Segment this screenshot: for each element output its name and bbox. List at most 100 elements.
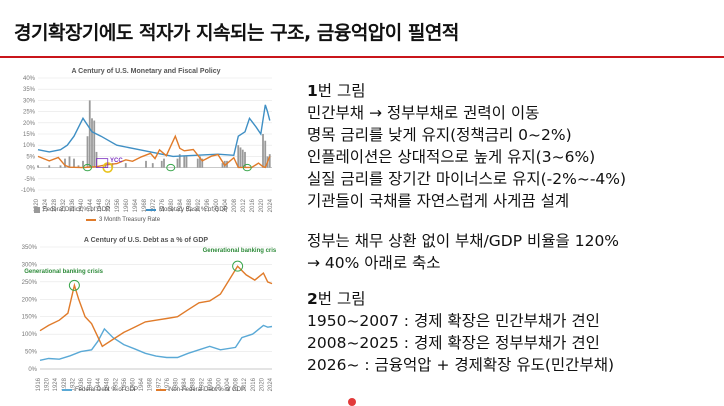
text-line: 1950~2007 : 경제 확장은 민간부채가 견인: [307, 312, 600, 330]
explanation-text: 1번 그림 민간부채 → 정부부채로 권력이 이동 명목 금리를 낮게 유지(정…: [307, 80, 717, 376]
crisis-label: Generational banking crisis: [203, 248, 276, 254]
x-tick-label: 1932: [70, 377, 76, 391]
legend-item: Non-Federal Debt % of GDP: [156, 387, 245, 393]
deficit-bar: [183, 156, 186, 168]
highlight-circle: [242, 163, 252, 172]
deficit-bar: [241, 149, 244, 168]
legend-label: Non-Federal Debt % of GDP: [169, 387, 246, 393]
deficit-bar: [163, 158, 165, 168]
x-tick-label: 2020: [259, 377, 265, 391]
chart-debt-gdp-plot: 350%300%250%200%150%100%50%0%1916 1920 192…: [22, 245, 276, 391]
deficit-bar: [201, 158, 204, 168]
x-tick-label: 2004: [223, 198, 229, 212]
x-tick-label: 1996: [205, 198, 211, 212]
x-tick-label: 2012: [242, 377, 248, 391]
x-tick-label: 1968: [148, 377, 154, 391]
section-label: 번 그림: [317, 290, 366, 308]
crisis-label: Generational banking crisis: [24, 269, 103, 275]
legend-label: Monetary Base % of GDP: [159, 207, 228, 213]
deficit-bar: [104, 165, 107, 168]
chart-debt-gdp: A Century of U.S. Debt as a % of GDP 350…: [16, 235, 276, 398]
deficit-bar: [37, 165, 39, 168]
x-tick-label: 1980: [173, 377, 179, 391]
legend-label: Federal Deficit % of GDP: [43, 207, 111, 213]
y-tick-label: 0%: [26, 166, 35, 172]
y-tick-label: 100%: [22, 332, 38, 338]
deficit-bar: [64, 158, 66, 168]
deficit-bar: [48, 165, 51, 168]
x-tick-label: 1968: [142, 198, 148, 212]
ycc-box: [96, 158, 109, 168]
x-tick-label: 2008: [234, 377, 240, 391]
deficit-bar: [268, 154, 271, 168]
y-tick-label: 350%: [22, 245, 38, 251]
x-tick-label: 1948: [97, 198, 103, 212]
section-label: 번 그림: [317, 82, 366, 100]
x-tick-label: 1924: [53, 377, 59, 391]
highlight-circle: [166, 163, 176, 172]
text-line: 민간부채 → 정부부채로 권력이 이동: [307, 104, 540, 122]
legend-label: Federal Debt % of GDP: [75, 387, 139, 393]
x-tick-label: 1984: [178, 198, 184, 212]
text-line: 2008~2025 : 경제 확장은 정부부채가 견인: [307, 334, 600, 352]
x-tick-label: 1944: [96, 377, 102, 391]
legend-item: Federal Debt % of GDP: [62, 387, 138, 393]
x-tick-label: 2000: [216, 377, 222, 391]
deficit-bar: [59, 165, 62, 168]
x-tick-label: 1928: [52, 198, 58, 212]
x-tick-label: 1976: [160, 198, 166, 212]
x-tick-label: 1936: [79, 377, 85, 391]
text-line: 정부는 채무 상환 없이 부채/GDP 비율을 120%: [307, 232, 620, 250]
x-tick-label: 1944: [88, 198, 94, 212]
deficit-bar: [237, 145, 240, 168]
series-line: [39, 324, 273, 361]
x-tick-label: 1964: [133, 198, 139, 212]
x-tick-label: 2016: [250, 198, 256, 212]
y-tick-label: 25%: [23, 110, 36, 116]
y-tick-label: 20%: [23, 121, 36, 127]
y-tick-label: 200%: [22, 297, 38, 303]
deficit-bar: [178, 154, 181, 168]
crisis-marker: [232, 260, 244, 272]
deficit-bar: [145, 160, 147, 168]
x-tick-label: 1988: [191, 377, 197, 391]
legend-swatch: [86, 219, 96, 221]
chart-title: A Century of U.S. Monetary and Fiscal Po…: [71, 68, 221, 75]
deficit-bar: [88, 100, 91, 168]
x-tick-label: 1976: [165, 377, 171, 391]
x-tick-label: 1948: [105, 377, 111, 391]
deficit-bar: [68, 156, 71, 168]
deficit-bar: [199, 156, 201, 168]
x-tick-label: 2004: [225, 377, 231, 391]
deficit-bar: [176, 158, 179, 168]
chart-monetary-fiscal-plot: 40% 35% 30% 25% 20% 15% 10% 5% 0% -5% -10% 1920 1924…: [21, 76, 274, 212]
x-tick-label: 2008: [232, 198, 238, 212]
legend-swatch: [34, 207, 40, 213]
x-tick-label: 1972: [156, 377, 162, 391]
deficit-bar: [262, 134, 264, 168]
deficit-bar: [77, 165, 80, 168]
deficit-bar: [86, 136, 89, 168]
chart-title: A Century of U.S. Debt as a % of GDP: [83, 237, 209, 244]
deficit-bar: [124, 163, 127, 168]
x-tick-label: 1940: [88, 377, 94, 391]
text-line: 인플레이션은 상대적으로 높게 유지(3~6%): [307, 148, 596, 166]
x-tick-label: 2000: [214, 198, 220, 212]
x-tick-label: 1992: [199, 377, 205, 391]
deficit-bar: [160, 160, 163, 168]
x-tick-label: 1916: [36, 377, 42, 391]
slide-title: 경기확장기에도 적자가 지속되는 구조, 금융억압이 필연적: [14, 22, 459, 44]
x-tick-label: 1932: [61, 198, 67, 212]
legend-label: 3 Month Treasury Rate: [99, 217, 161, 223]
x-tick-label: 2020: [259, 198, 265, 212]
deficit-bar: [91, 118, 93, 168]
x-tick-label: 1972: [151, 198, 157, 212]
y-tick-label: 5%: [26, 154, 35, 160]
deficit-bar: [93, 120, 96, 168]
x-tick-label: 1920: [45, 377, 51, 391]
legend-swatch: [146, 209, 156, 211]
deficit-bar: [244, 151, 246, 168]
deficit-bar: [239, 147, 242, 168]
deficit-bar: [196, 158, 199, 168]
deficit-bar: [151, 163, 154, 168]
